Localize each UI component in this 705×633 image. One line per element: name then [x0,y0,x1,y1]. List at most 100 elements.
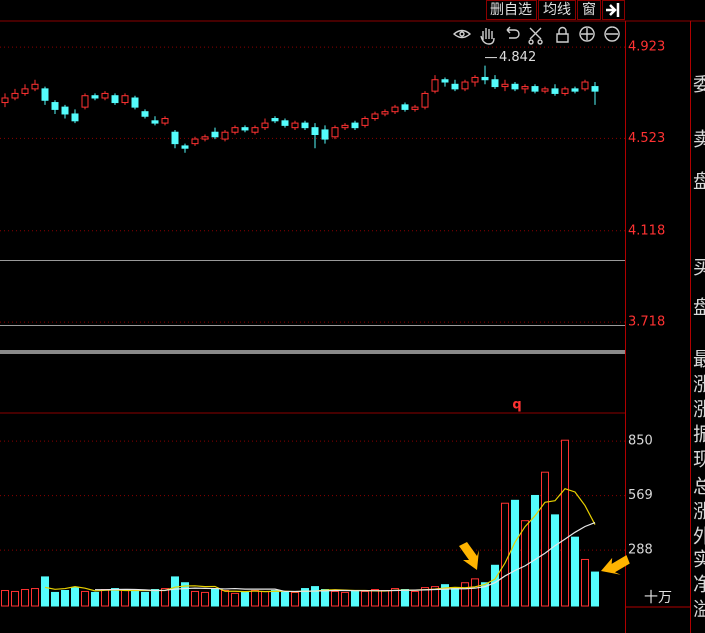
volume-bar [61,589,69,607]
candle-body [71,113,79,122]
volume-bar [251,589,259,607]
volume-bar [351,589,359,607]
volume-bar [121,589,129,607]
button[interactable]: 均线 [543,2,571,18]
volume-bar [501,502,509,607]
sidebar-label: 买 [693,257,705,279]
volume-bar [11,590,19,607]
volume-bar [411,590,419,607]
volume-bar [231,592,239,607]
volume-bar [591,571,599,607]
sidebar-label: 净 [693,574,705,596]
volume-bar [361,590,369,607]
volume-bar [581,558,589,607]
button[interactable]: 窗 [582,1,596,18]
candle-body [241,127,249,131]
candle-body [481,76,489,81]
sidebar-label: 涨 [693,501,705,523]
candle-body [101,92,109,99]
candle-body [91,95,99,99]
candle-body [531,86,539,92]
volume-bar [481,582,489,607]
moving-average [95,522,596,593]
candle-body [291,122,299,129]
volume-bar [191,590,199,607]
zoom-out-icon[interactable] [604,26,620,42]
candle-body [191,138,199,145]
candle-body [281,120,289,126]
candle-body [121,95,129,104]
volume-bar [261,590,269,607]
volume-bar [391,588,399,607]
volume-bar [521,520,529,607]
candle-body [501,83,509,88]
sidebar-label: 总 [693,476,705,498]
candle-body [1,97,9,104]
pointer-arrow [601,555,630,575]
volume-bar [371,589,379,607]
volume-bar [491,564,499,607]
button-frame [538,0,576,20]
volume-bar [131,590,139,607]
volume-bar [241,591,249,607]
volume-bar [321,589,329,607]
candle-body [571,88,579,92]
volume-bar [461,582,469,607]
candle-body [41,88,49,101]
sidebar-label: 现 [693,449,705,471]
sidebar-label: 盘 [693,297,705,319]
volume-bar [51,591,59,607]
toolbar: 删自选 均线 窗 [486,0,625,20]
volume-bar [281,590,289,607]
y-tick-label: 4.923 [628,40,665,55]
candle-body [311,127,319,136]
hand-icon[interactable] [480,28,495,45]
candle-body [411,106,419,110]
volume-bar [201,591,209,607]
y-tick-label: 4.118 [628,223,665,238]
candle-body [401,104,409,110]
exit-icon[interactable] [606,3,620,17]
button-frame [577,0,601,20]
volume-bar [141,591,149,607]
candle-body [351,122,359,129]
volume-unit: 十万 [644,590,672,606]
cut-icon[interactable] [528,27,543,45]
volume-bar [531,494,539,607]
volume-bar [271,589,279,607]
lock-icon[interactable] [556,26,569,43]
zoom-in-icon[interactable] [579,26,595,42]
undo-icon[interactable] [506,26,520,39]
candle-body [181,145,189,149]
candle-body [51,102,59,110]
volume-bar [571,536,579,607]
candle-body [441,79,449,83]
eye-icon[interactable] [452,29,472,39]
candle-body [301,122,309,129]
candle-body [201,136,209,140]
candle-body [161,118,169,124]
candle-body [461,81,469,90]
candle-body [111,95,119,104]
candle-body [541,88,549,92]
candle-body [31,83,39,90]
sidebar-label: 卖 [693,129,705,151]
button-frame [602,0,625,20]
candle-body [471,76,479,83]
candle-body [391,106,399,113]
annotation: 4.842 [499,50,536,65]
pointer-arrow [459,542,479,570]
y-tick-label: 3.718 [628,315,665,330]
volume-bar [171,576,179,607]
candle-body [271,118,279,122]
candle-body [591,86,599,92]
volume-bar [151,589,159,607]
candle-body [81,95,89,108]
y-tick-label: 4.523 [628,131,665,146]
button[interactable]: 删自选 [490,2,532,18]
volume-bar [311,586,319,607]
annotation: q [512,398,521,413]
candle-body [321,129,329,140]
candle-body [521,86,529,90]
volume-bar [431,586,439,607]
